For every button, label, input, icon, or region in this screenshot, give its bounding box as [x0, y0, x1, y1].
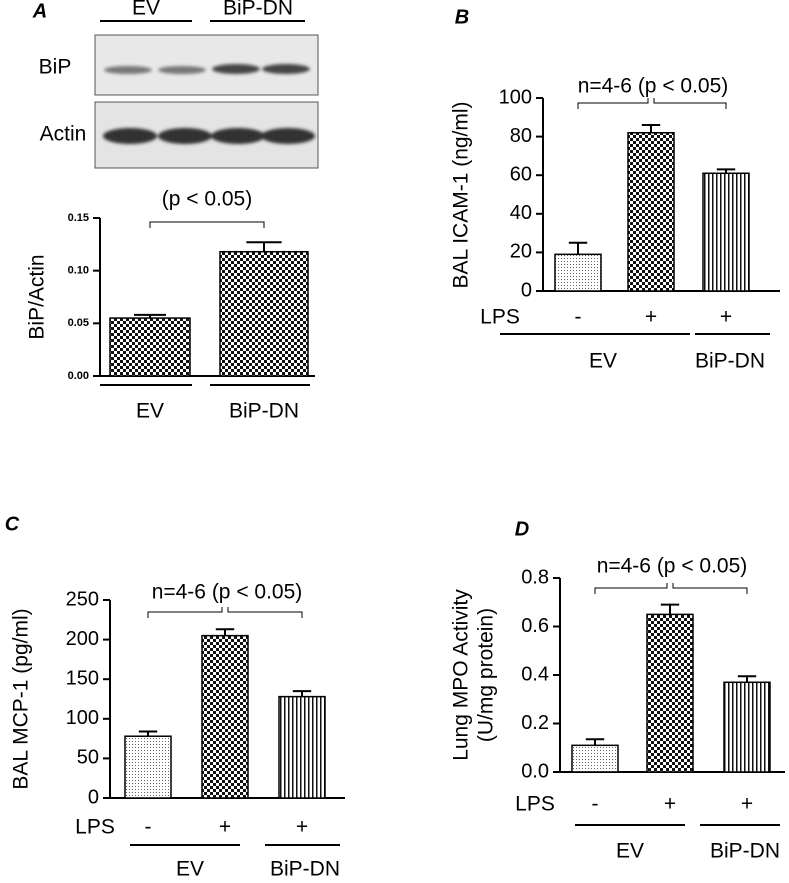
- x-tick-label: +: [296, 816, 308, 839]
- y-axis-label: BAL MCP-1 (pg/ml): [10, 608, 33, 789]
- bar: [109, 317, 191, 377]
- y-tick-label: 150: [66, 667, 99, 689]
- blot-group-label: BiP-DN: [223, 0, 293, 20]
- x-tick-label: +: [219, 816, 231, 839]
- y-axis-label: BAL ICAM-1 (ng/ml): [450, 101, 473, 288]
- row-label: LPS: [75, 816, 115, 839]
- x-tick-label: EV: [136, 400, 164, 423]
- group-label: BiP-DN: [270, 858, 340, 881]
- y-tick-label: 40: [510, 202, 532, 224]
- y-axis-label: (U/mg protein): [475, 608, 498, 742]
- group-label: EV: [589, 350, 617, 373]
- group-label: EV: [616, 840, 644, 863]
- y-tick-label: 250: [66, 588, 99, 610]
- y-tick-label: 0.8: [521, 566, 549, 588]
- y-axis-label: Lung MPO Activity: [450, 589, 473, 761]
- bar: [627, 131, 675, 292]
- group-label: BiP-DN: [710, 840, 780, 863]
- y-tick-label: 0.2: [521, 712, 549, 734]
- blot-label: BiP: [39, 56, 72, 79]
- group-label: BiP-DN: [695, 350, 765, 373]
- y-tick-label: 0.05: [68, 317, 89, 329]
- blot-group-label: EV: [132, 0, 160, 20]
- panel-label: B: [455, 6, 469, 28]
- y-tick-label: 0.4: [521, 663, 549, 685]
- bar: [124, 735, 172, 799]
- bar: [554, 253, 602, 292]
- bar: [201, 634, 249, 799]
- y-tick-label: 0.15: [68, 212, 89, 224]
- bar: [278, 695, 326, 799]
- x-tick-label: -: [145, 816, 152, 839]
- y-axis-label: BiP/Actin: [26, 254, 49, 339]
- blot: [94, 20, 319, 169]
- y-tick-label: 0.0: [521, 760, 549, 782]
- bar: [646, 613, 694, 773]
- bar: [702, 172, 750, 292]
- annotation: n=4-6 (p < 0.05): [152, 581, 303, 604]
- y-tick-label: 0: [88, 786, 99, 808]
- panel-label: C: [5, 513, 20, 535]
- group-label: EV: [176, 858, 204, 881]
- y-tick-label: 100: [499, 86, 532, 108]
- bracket: [149, 221, 265, 228]
- y-tick-label: 80: [510, 125, 532, 147]
- x-tick-label: BiP-DN: [229, 400, 299, 423]
- y-tick-label: 0: [521, 279, 532, 301]
- bracket: [577, 98, 727, 109]
- bar: [219, 250, 309, 377]
- x-tick-label: -: [592, 793, 599, 816]
- annotation: n=4-6 (p < 0.05): [578, 75, 729, 98]
- row-label: LPS: [480, 306, 520, 329]
- y-tick-label: 0.00: [68, 370, 89, 382]
- bracket: [594, 583, 748, 594]
- annotation: n=4-6 (p < 0.05): [597, 555, 748, 578]
- y-tick-label: 20: [510, 241, 532, 263]
- x-tick-label: +: [645, 306, 657, 329]
- x-tick-label: -: [575, 306, 582, 329]
- y-tick-label: 0.10: [68, 265, 89, 277]
- annotation: (p < 0.05): [162, 188, 252, 211]
- y-tick-label: 50: [77, 747, 99, 769]
- bar: [571, 744, 619, 773]
- y-tick-label: 0.6: [521, 615, 549, 637]
- x-tick-label: +: [664, 793, 676, 816]
- y-tick-label: 200: [66, 628, 99, 650]
- row-label: LPS: [515, 793, 555, 816]
- bar: [723, 681, 771, 773]
- x-tick-label: +: [720, 306, 732, 329]
- x-tick-label: +: [741, 793, 753, 816]
- y-tick-label: 100: [66, 707, 99, 729]
- blot-label: Actin: [40, 123, 87, 146]
- bracket: [147, 607, 303, 618]
- panel-label: A: [32, 0, 47, 22]
- panel-label: D: [515, 518, 529, 540]
- y-tick-label: 60: [510, 163, 532, 185]
